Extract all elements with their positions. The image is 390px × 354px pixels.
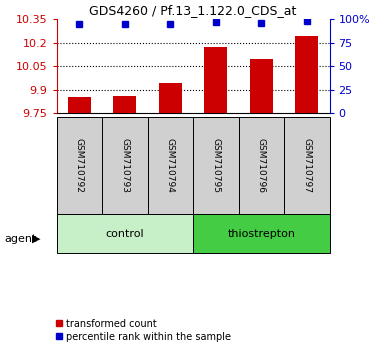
Text: GSM710792: GSM710792 [75, 138, 84, 193]
Text: agent: agent [4, 234, 36, 244]
Legend: transformed count, percentile rank within the sample: transformed count, percentile rank withi… [51, 315, 235, 346]
Text: GSM710793: GSM710793 [120, 138, 129, 193]
Bar [102, 117, 147, 214]
Text: control: control [105, 229, 144, 239]
Title: GDS4260 / Pf.13_1.122.0_CDS_at: GDS4260 / Pf.13_1.122.0_CDS_at [89, 4, 297, 17]
Bar [193, 117, 239, 214]
Bar [159, 83, 182, 113]
Bar [68, 97, 90, 113]
Bar [147, 117, 193, 214]
Text: GSM710794: GSM710794 [166, 138, 175, 193]
Bar [239, 117, 284, 214]
Bar [284, 117, 330, 214]
Bar [193, 214, 330, 253]
Bar [204, 47, 227, 113]
Bar [57, 117, 102, 214]
Text: GSM710796: GSM710796 [257, 138, 266, 193]
Text: GSM710795: GSM710795 [211, 138, 220, 193]
Text: thiostrepton: thiostrepton [227, 229, 295, 239]
Bar [250, 59, 273, 113]
Bar [296, 36, 318, 113]
Text: GSM710797: GSM710797 [302, 138, 311, 193]
Bar [57, 214, 193, 253]
Text: ▶: ▶ [32, 234, 41, 244]
Bar [113, 96, 136, 113]
